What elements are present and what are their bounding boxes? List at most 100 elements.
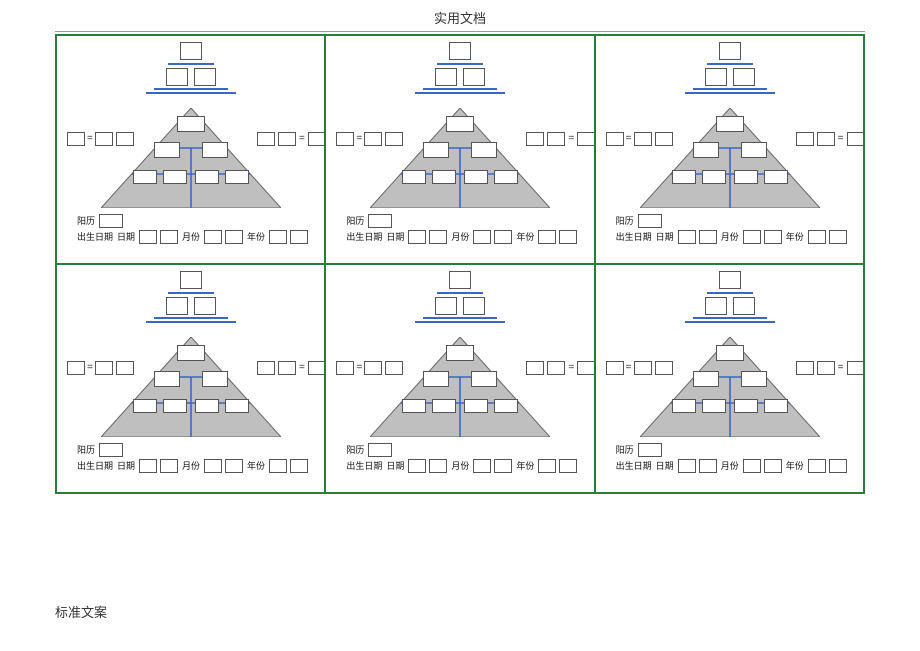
day-box — [408, 459, 426, 473]
eq-symbol: = — [87, 362, 93, 373]
year-box — [559, 230, 577, 244]
pyr-row3-box — [402, 170, 426, 184]
left-eq-box-3 — [655, 361, 673, 375]
pyr-row1-box — [716, 345, 744, 361]
top-box — [180, 42, 202, 60]
label-month: 月份 — [182, 460, 200, 473]
label-day: 日期 — [117, 231, 135, 244]
pyr-row1-box — [446, 116, 474, 132]
pyramid-stage: == 阳历 出生日期 日期 月份 年份 — [61, 42, 321, 257]
yangli-box — [368, 443, 392, 457]
grid-cell: == 阳历 出生日期 日期 月份 年份 — [595, 35, 864, 264]
eq-symbol: = — [838, 133, 844, 144]
label-day: 日期 — [117, 460, 135, 473]
right-eq-box-1 — [257, 132, 275, 146]
grid-cell: == 阳历 出生日期 日期 月份 年份 — [56, 35, 325, 264]
left-eq-box-2 — [364, 132, 382, 146]
day-box — [160, 459, 178, 473]
month-box — [225, 459, 243, 473]
pyramid-stage: == 阳历 出生日期 日期 月份 年份 — [600, 271, 860, 486]
eq-symbol: = — [356, 362, 362, 373]
left-eq-box-3 — [116, 361, 134, 375]
day-box — [160, 230, 178, 244]
birth-row: 出生日期 日期 月份 年份 — [346, 457, 577, 473]
right-eq-box-3 — [308, 132, 325, 146]
right-eq-box-3 — [308, 361, 325, 375]
left-eq-box-2 — [95, 132, 113, 146]
pair-box-right — [733, 297, 755, 315]
top-box — [719, 271, 741, 289]
right-eq-box-2 — [547, 361, 565, 375]
pyr-row2-box — [202, 371, 228, 387]
top-blue-line-1 — [168, 63, 214, 65]
birth-row: 出生日期 日期 月份 年份 — [616, 457, 847, 473]
year-box — [829, 230, 847, 244]
pair-box-left — [166, 297, 188, 315]
year-box — [559, 459, 577, 473]
pyr-row3-box — [464, 170, 488, 184]
label-birth: 出生日期 — [346, 231, 382, 244]
pyr-row2-box — [693, 371, 719, 387]
pyramid-unit: == 阳历 出生日期 日期 月份 年份 — [330, 271, 589, 486]
birth-row: 出生日期 日期 月份 年份 — [616, 228, 847, 244]
top-blue-line-3 — [146, 92, 236, 94]
month-box — [743, 459, 761, 473]
pyramid-stage: == 阳历 出生日期 日期 月份 年份 — [330, 42, 590, 257]
pair-box-left — [166, 68, 188, 86]
label-yangli: 阳历 — [346, 444, 364, 457]
top-blue-line-3 — [685, 92, 775, 94]
year-box — [290, 459, 308, 473]
label-yangli: 阳历 — [616, 215, 634, 228]
pyr-row3-box — [195, 399, 219, 413]
pair-box-left — [435, 297, 457, 315]
grid-cell: == 阳历 出生日期 日期 月份 年份 — [325, 35, 594, 264]
day-box — [429, 230, 447, 244]
month-box — [743, 230, 761, 244]
day-box — [678, 230, 696, 244]
right-eq-box-1 — [796, 132, 814, 146]
year-box — [538, 459, 556, 473]
right-eq-box-3 — [577, 361, 594, 375]
right-eq-box-1 — [526, 361, 544, 375]
pyr-row1-box — [177, 345, 205, 361]
yangli-row: 阳历 — [346, 441, 392, 457]
left-eq-box-3 — [655, 132, 673, 146]
right-eq-box-2 — [547, 132, 565, 146]
pyr-row2-box — [154, 142, 180, 158]
pyr-row2-box — [154, 371, 180, 387]
right-eq-box-3 — [577, 132, 594, 146]
yangli-box — [99, 443, 123, 457]
pyr-row3-box — [402, 399, 426, 413]
top-blue-line-2 — [423, 317, 497, 319]
label-birth: 出生日期 — [77, 231, 113, 244]
birth-row: 出生日期 日期 月份 年份 — [77, 228, 308, 244]
pyr-row3-box — [494, 170, 518, 184]
right-eq-box-1 — [796, 361, 814, 375]
year-box — [269, 459, 287, 473]
pyramid-unit: == 阳历 出生日期 日期 月份 年份 — [61, 271, 320, 486]
yangli-box — [368, 214, 392, 228]
right-eq-box-1 — [526, 132, 544, 146]
label-birth: 出生日期 — [77, 460, 113, 473]
day-box — [678, 459, 696, 473]
month-box — [473, 230, 491, 244]
label-day: 日期 — [656, 231, 674, 244]
top-blue-line-2 — [693, 88, 767, 90]
pyr-row3-box — [672, 170, 696, 184]
pair-box-left — [705, 68, 727, 86]
pyr-row2-box — [693, 142, 719, 158]
label-month: 月份 — [721, 231, 739, 244]
label-month: 月份 — [451, 460, 469, 473]
yangli-row: 阳历 — [77, 212, 123, 228]
left-eq-box-1 — [67, 132, 85, 146]
left-eq-box-3 — [385, 361, 403, 375]
pyr-row3-box — [672, 399, 696, 413]
top-blue-line-2 — [423, 88, 497, 90]
top-blue-line-3 — [685, 321, 775, 323]
label-day: 日期 — [656, 460, 674, 473]
eq-symbol: = — [356, 133, 362, 144]
top-box — [449, 42, 471, 60]
top-blue-line-2 — [154, 88, 228, 90]
label-year: 年份 — [247, 231, 265, 244]
yangli-box — [99, 214, 123, 228]
